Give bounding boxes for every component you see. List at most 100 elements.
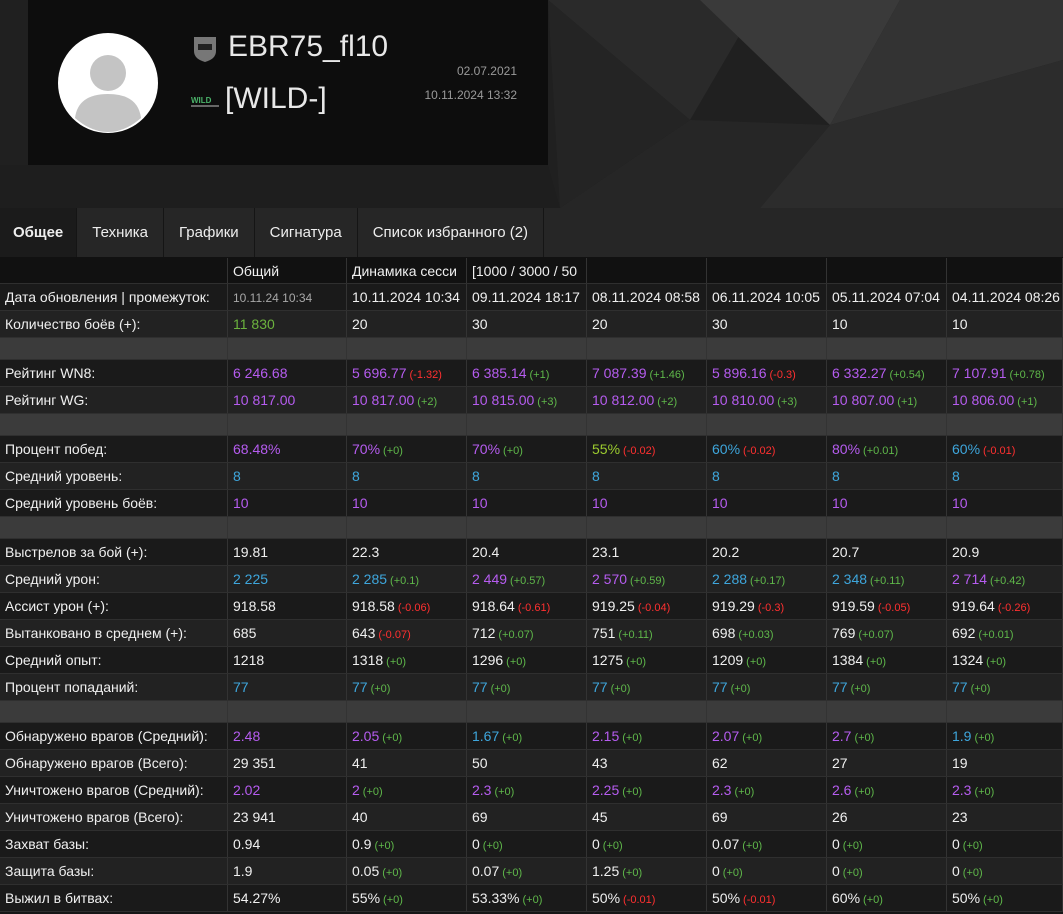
- stat-cell: 10: [827, 311, 947, 337]
- stat-cell: 70% (+0): [467, 436, 587, 462]
- cell-delta: (+0): [863, 894, 883, 906]
- stat-row: Рейтинг WN8: 6 246.68 5 696.77 (-1.32) 6 385…: [0, 360, 1063, 387]
- stat-cell: 2.05 (+0): [347, 723, 467, 749]
- tab[interactable]: Общее: [0, 208, 78, 257]
- cell-delta: (+0): [742, 732, 763, 744]
- stat-cell: 50% (-0.01): [587, 885, 707, 911]
- cell-delta: (+0): [962, 867, 983, 879]
- tab[interactable]: Графики: [164, 208, 255, 257]
- stat-cell: 53.33% (+0): [467, 885, 587, 911]
- separator-row: [0, 414, 1063, 436]
- separator-cell: [467, 701, 587, 722]
- cell-delta: (+0): [730, 683, 751, 695]
- stat-row: Уничтожено врагов (Средний): 2.02 2 (+0) 2.3…: [0, 777, 1063, 804]
- stat-cell: 10: [827, 490, 947, 516]
- separator-cell: [827, 338, 947, 359]
- stat-cell: 23: [947, 804, 1063, 830]
- stat-cell: 20.9: [947, 539, 1063, 565]
- cell-value: 0: [952, 863, 960, 879]
- stat-cell: 712 (+0.07): [467, 620, 587, 646]
- cell-value: 0: [832, 863, 840, 879]
- cell-value: 10 810.00: [712, 392, 775, 408]
- cell-value: 8: [352, 468, 360, 484]
- stat-row: Дата обновления | промежуток: 10.11.24 10…: [0, 284, 1063, 311]
- stat-cell: 05.11.2024 07:04: [827, 284, 947, 310]
- cell-value: 1.9: [233, 863, 253, 879]
- separator-cell: [707, 338, 827, 359]
- cell-value: 70%: [352, 441, 381, 457]
- stat-cell: 8: [228, 463, 347, 489]
- stat-cell: 08.11.2024 08:58: [587, 284, 707, 310]
- cell-value: 19: [952, 755, 968, 771]
- stat-row: Защита базы: 1.9 0.05 (+0) 0.07 (+0) 1.25 (+0) 0…: [0, 858, 1063, 885]
- stat-cell: 1275 (+0): [587, 647, 707, 673]
- cell-value: 10 812.00: [592, 392, 655, 408]
- stat-cell: 77 (+0): [947, 674, 1063, 700]
- cell-value: 8: [233, 468, 241, 484]
- separator-cell: [587, 701, 707, 722]
- avatar: [58, 33, 158, 133]
- stat-cell: 8: [827, 463, 947, 489]
- cell-delta: (+0.42): [990, 575, 1026, 587]
- stat-cell: 918.64 (-0.61): [467, 593, 587, 619]
- stat-cell: 918.58 (-0.06): [347, 593, 467, 619]
- row-label: Выстрелов за бой (+):: [0, 539, 228, 565]
- stat-cell: 1218: [228, 647, 347, 673]
- stat-cell: 77 (+0): [347, 674, 467, 700]
- cell-delta: (+0): [962, 840, 983, 852]
- stat-row: Обнаружено врагов (Средний): 2.48 2.05 (+0)…: [0, 723, 1063, 750]
- cell-value: 0: [592, 836, 600, 852]
- stat-cell: 0 (+0): [827, 858, 947, 884]
- stat-cell: 10: [587, 490, 707, 516]
- cell-delta: (+0): [722, 867, 743, 879]
- cell-value: 8: [952, 468, 960, 484]
- tab[interactable]: Список избранного (2): [358, 208, 545, 257]
- stat-cell: 10 817.00: [228, 387, 347, 413]
- cell-value: 6 246.68: [233, 365, 288, 381]
- separator-cell: [347, 517, 467, 538]
- stat-row: Процент побед: 68.48% 70% (+0) 70% (+0) 55% (-0…: [0, 436, 1063, 463]
- stat-cell: 0.07 (+0): [467, 858, 587, 884]
- cell-value: 919.25: [592, 598, 635, 614]
- cell-value: 20: [352, 316, 368, 332]
- tab[interactable]: Сигнатура: [255, 208, 358, 257]
- cell-value: 10: [952, 316, 968, 332]
- cell-delta: (+0): [506, 656, 527, 668]
- cell-delta: (+0): [362, 786, 383, 798]
- stat-cell: 0 (+0): [707, 858, 827, 884]
- cell-value: 7 107.91: [952, 365, 1007, 381]
- cell-value: 751: [592, 625, 616, 641]
- tab[interactable]: Техника: [77, 208, 165, 257]
- stat-cell: 10: [347, 490, 467, 516]
- stat-cell: 2 449 (+0.57): [467, 566, 587, 592]
- cell-value: 5 896.16: [712, 365, 767, 381]
- stat-row: Ассист урон (+): 918.58 918.58 (-0.06) 918.6…: [0, 593, 1063, 620]
- cell-value: 45: [592, 809, 608, 825]
- cell-delta: (+0): [842, 867, 863, 879]
- stat-cell: 20.2: [707, 539, 827, 565]
- stat-cell: 751 (+0.11): [587, 620, 707, 646]
- stat-cell: 7 107.91 (+0.78): [947, 360, 1063, 386]
- stat-cell: 2.3 (+0): [467, 777, 587, 803]
- cell-value: 10 815.00: [472, 392, 535, 408]
- cell-value: 10: [832, 495, 848, 511]
- cell-value: 27: [832, 755, 848, 771]
- cell-delta: (+0): [626, 656, 647, 668]
- stat-row: Вытанковано в среднем (+): 685 643 (-0.07) 7…: [0, 620, 1063, 647]
- cell-value: 1209: [712, 652, 744, 668]
- cell-value: 54.27%: [233, 890, 281, 906]
- game-icon: [194, 37, 216, 62]
- cell-value: 20.7: [832, 544, 860, 560]
- cell-value: 10.11.24 10:34: [233, 291, 313, 305]
- cell-value: 919.64: [952, 598, 995, 614]
- cell-delta: (+0.07): [498, 629, 534, 641]
- stat-cell: 918.58: [228, 593, 347, 619]
- cell-value: 43: [592, 755, 608, 771]
- stat-cell: 2.15 (+0): [587, 723, 707, 749]
- cell-value: 50%: [592, 890, 621, 906]
- cell-value: 712: [472, 625, 496, 641]
- row-label: Захват базы:: [0, 831, 228, 857]
- cell-value: 919.59: [832, 598, 875, 614]
- stat-cell: 41: [347, 750, 467, 776]
